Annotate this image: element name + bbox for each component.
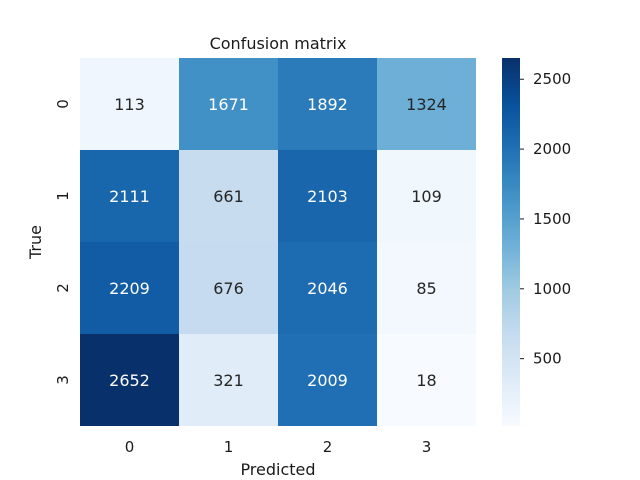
colorbar-tick-label: 2500 xyxy=(533,70,571,88)
heatmap-cell xyxy=(179,150,278,242)
cell-value-label: 1324 xyxy=(406,95,447,114)
heatmap-cell xyxy=(278,150,377,242)
heatmap-cell xyxy=(278,334,377,426)
heatmap-cell xyxy=(377,58,476,150)
cell-value-label: 1892 xyxy=(307,95,348,114)
heatmap-cells: 113 1671 1892 1324 2111 661 2103 109 2209 676 2046… xyxy=(80,58,476,426)
x-tick-label: 2 xyxy=(323,438,333,456)
y-tick-label: 1 xyxy=(54,191,72,201)
cell-value-label: 113 xyxy=(114,95,145,114)
y-tick-label: 0 xyxy=(54,99,72,109)
heatmap-cell xyxy=(80,58,179,150)
y-tick-labels: 0 1 2 3 xyxy=(54,99,72,385)
colorbar-tick-label: 1000 xyxy=(533,280,571,298)
cell-value-label: 1671 xyxy=(208,95,249,114)
cell-value-label: 2046 xyxy=(307,279,348,298)
heatmap-cell xyxy=(278,58,377,150)
cell-value-label: 2652 xyxy=(109,371,150,390)
heatmap-cell xyxy=(377,242,476,334)
x-axis-label: Predicted xyxy=(240,460,315,479)
colorbar-tick-label: 1500 xyxy=(533,210,571,228)
heatmap-cell xyxy=(377,150,476,242)
cell-value-label: 2103 xyxy=(307,187,348,206)
cell-value-label: 676 xyxy=(213,279,244,298)
colorbar-tick-label: 2000 xyxy=(533,140,571,158)
heatmap-cell xyxy=(179,334,278,426)
cell-value-label: 661 xyxy=(213,187,244,206)
colorbar-ticks: 500 1000 1500 2000 2500 xyxy=(520,70,571,368)
chart-title: Confusion matrix xyxy=(210,34,347,53)
heatmap-cell xyxy=(179,242,278,334)
y-tick-label: 2 xyxy=(54,283,72,293)
x-tick-label: 0 xyxy=(125,438,135,456)
cell-value-label: 2111 xyxy=(109,187,150,206)
heatmap-cell xyxy=(80,242,179,334)
cell-value-label: 85 xyxy=(416,279,436,298)
x-tick-label: 3 xyxy=(422,438,432,456)
colorbar xyxy=(502,58,520,426)
heatmap-cell xyxy=(377,334,476,426)
heatmap-cell xyxy=(278,242,377,334)
heatmap-cell xyxy=(80,334,179,426)
heatmap-cell xyxy=(80,150,179,242)
y-axis-label: True xyxy=(26,225,45,260)
cell-value-label: 2209 xyxy=(109,279,150,298)
y-tick-label: 3 xyxy=(54,375,72,385)
colorbar-tick-label: 500 xyxy=(533,350,562,368)
cell-value-label: 321 xyxy=(213,371,244,390)
x-tick-label: 1 xyxy=(224,438,234,456)
heatmap-cell xyxy=(179,58,278,150)
cell-value-label: 2009 xyxy=(307,371,348,390)
cell-value-label: 18 xyxy=(416,371,436,390)
x-tick-labels: 0 1 2 3 xyxy=(125,438,432,456)
cell-value-label: 109 xyxy=(411,187,442,206)
